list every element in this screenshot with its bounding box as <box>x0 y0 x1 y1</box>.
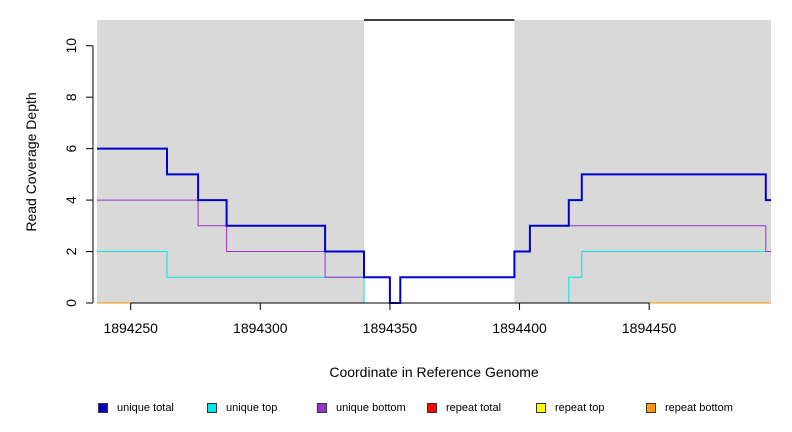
legend-item-repeat-bottom: repeat bottom <box>646 398 733 418</box>
x-tick-label: 1894250 <box>103 320 158 336</box>
legend-label: repeat total <box>446 402 502 414</box>
y-tick-label: 8 <box>63 93 79 101</box>
legend-swatch-unique-bottom <box>317 403 327 413</box>
legend: unique total unique top unique bottom re… <box>0 398 792 418</box>
coverage-chart: 1894250 1894300 1894350 1894400 1894450 0 2 4 6… <box>23 19 771 380</box>
legend-item-unique-bottom: unique bottom <box>317 398 406 418</box>
y-tick-label: 2 <box>63 247 79 255</box>
y-tick-label: 0 <box>63 299 79 307</box>
shaded-region-0 <box>97 20 365 303</box>
legend-swatch-unique-top <box>207 403 217 413</box>
legend-swatch-repeat-bottom <box>646 403 656 413</box>
x-tick-label: 1894450 <box>622 320 677 336</box>
legend-item-unique-top: unique top <box>207 398 277 418</box>
legend-label: unique bottom <box>336 402 406 414</box>
shaded-region-1 <box>514 20 771 303</box>
legend-swatch-unique-total <box>98 403 108 413</box>
legend-label: unique total <box>117 402 174 414</box>
shaded-regions <box>97 20 771 303</box>
legend-label: repeat top <box>555 402 605 414</box>
y-tick-label: 10 <box>63 38 79 54</box>
x-tick-label: 1894350 <box>363 320 418 336</box>
x-tick-label: 1894300 <box>233 320 288 336</box>
y-tick-label: 4 <box>63 196 79 204</box>
x-axis: 1894250 1894300 1894350 1894400 1894450 <box>103 302 677 336</box>
y-axis-label: Read Coverage Depth <box>23 92 39 231</box>
y-axis: 0 2 4 6 8 10 <box>63 38 94 307</box>
legend-item-unique-total: unique total <box>98 398 174 418</box>
x-tick-label: 1894400 <box>492 320 547 336</box>
legend-swatch-repeat-top <box>536 403 546 413</box>
legend-label: unique top <box>226 402 278 414</box>
legend-item-repeat-top: repeat top <box>536 398 605 418</box>
legend-label: repeat bottom <box>665 402 733 414</box>
y-tick-label: 6 <box>63 145 79 153</box>
x-axis-label: Coordinate in Reference Genome <box>329 364 539 380</box>
legend-swatch-repeat-total <box>427 403 437 413</box>
legend-item-repeat-total: repeat total <box>427 398 501 418</box>
